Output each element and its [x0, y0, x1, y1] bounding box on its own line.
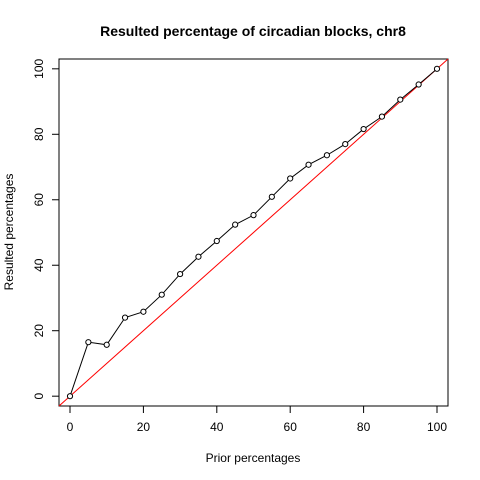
x-tick-label: 20: [137, 420, 151, 434]
data-point: [268, 193, 275, 200]
data-point: [140, 308, 147, 315]
data-point: [342, 141, 349, 148]
series-layer: [66, 65, 441, 400]
data-point: [232, 221, 239, 228]
chart-title: Resulted percentage of circadian blocks,…: [100, 23, 406, 39]
y-axis-label: Resulted percentages: [2, 174, 16, 291]
x-axis-label: Prior percentages: [206, 451, 301, 465]
data-point: [85, 339, 92, 346]
x-axis: 0 20 40 60 80 100: [67, 405, 447, 434]
data-point: [415, 81, 422, 88]
reference-line-layer: [58, 58, 449, 407]
x-tick-label: 60: [284, 420, 298, 434]
data-point: [158, 291, 165, 298]
y-tick-label: 0: [32, 393, 46, 400]
data-point: [287, 175, 294, 182]
y-tick-label: 80: [32, 127, 46, 141]
y-tick-label: 40: [32, 258, 46, 272]
y-tick-label: 20: [32, 324, 46, 338]
y-tick-label: 100: [32, 58, 46, 78]
x-tick-label: 80: [357, 420, 371, 434]
x-tick-label: 0: [67, 420, 74, 434]
data-point: [360, 125, 367, 133]
data-point: [397, 96, 404, 103]
data-point: [213, 237, 220, 245]
data-point: [433, 65, 441, 72]
data-point: [121, 314, 129, 321]
x-tick-label: 40: [210, 420, 224, 434]
data-point: [66, 393, 74, 400]
y-axis: 0 20 40 60 80 100: [32, 58, 60, 400]
x-tick-label: 100: [427, 420, 447, 434]
data-point: [250, 212, 257, 219]
data-point: [323, 152, 330, 159]
y-tick-label: 60: [32, 193, 46, 207]
data-point: [195, 253, 202, 260]
data-point: [305, 161, 312, 168]
data-point: [103, 341, 110, 348]
reference-line: [58, 58, 449, 407]
data-point: [378, 113, 386, 120]
data-point: [177, 270, 184, 278]
